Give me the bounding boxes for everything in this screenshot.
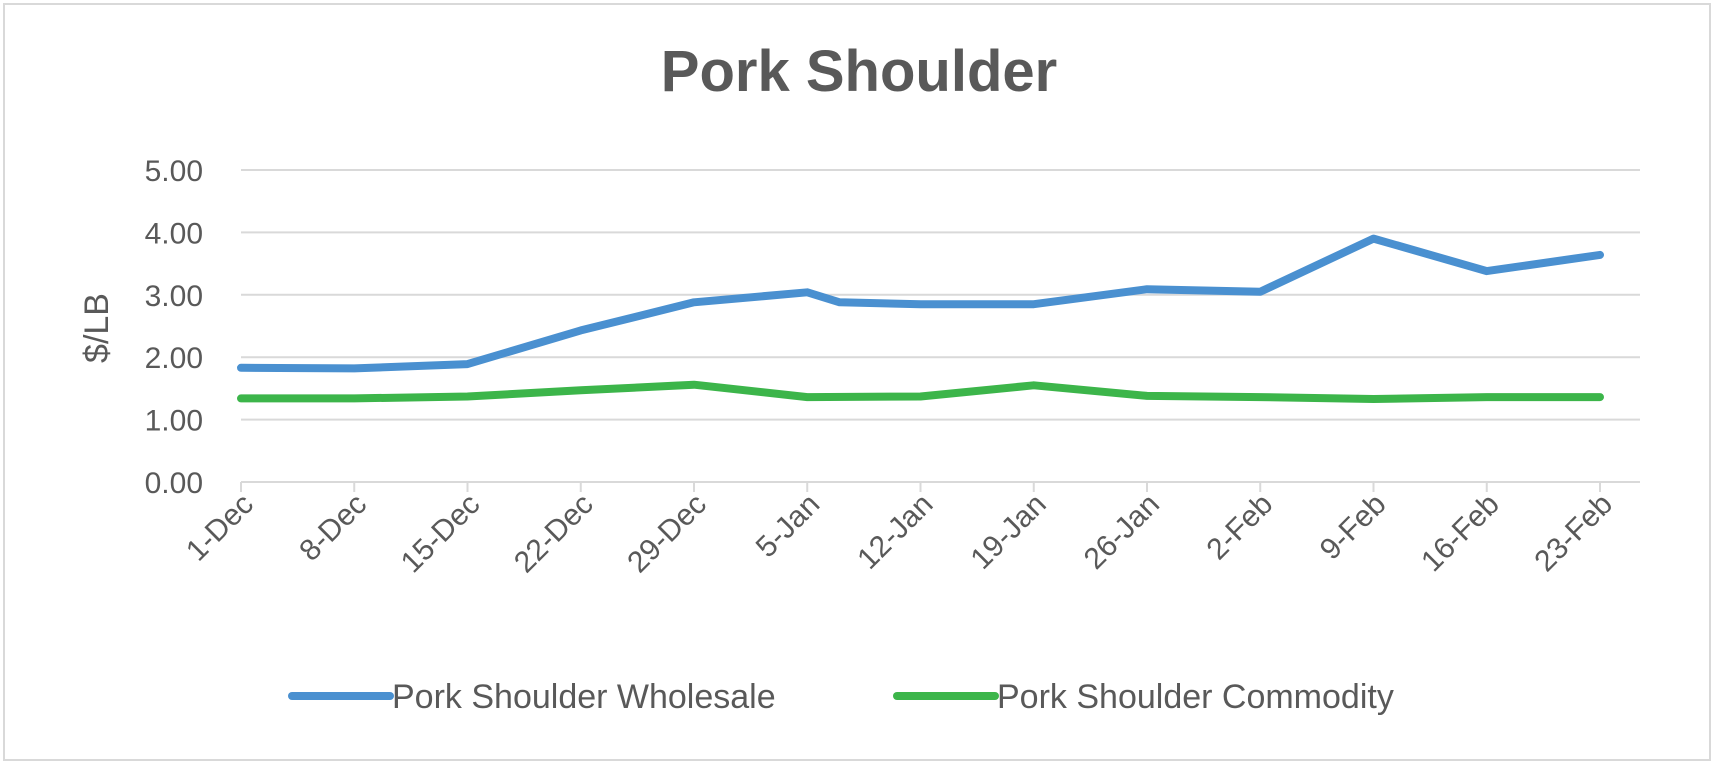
gridlines: [241, 169, 1640, 421]
chart-frame: [3, 3, 1711, 761]
x-tick-label: 5-Jan: [750, 488, 826, 564]
x-tick-label: 19-Jan: [964, 488, 1052, 576]
y-tick-label: 0.00: [145, 467, 203, 500]
y-tick-label: 1.00: [145, 405, 203, 438]
y-tick-label: 4.00: [145, 217, 203, 250]
series-line: [237, 234, 1604, 373]
x-axis: [240, 481, 1640, 492]
legend-label: Pork Shoulder Commodity: [997, 678, 1394, 716]
x-tick-label: 29-Dec: [621, 488, 713, 580]
x-tick-label: 2-Feb: [1200, 488, 1279, 567]
legend: Pork Shoulder Wholesale Pork Shoulder Com…: [288, 678, 1394, 716]
x-tick-label: 22-Dec: [508, 488, 600, 580]
x-tick-label: 26-Jan: [1078, 488, 1166, 576]
series-line: [237, 380, 1604, 403]
x-tick-label: 8-Dec: [293, 488, 373, 568]
y-tick-label: 5.00: [145, 155, 203, 188]
x-tick-label: 23-Feb: [1528, 488, 1619, 579]
y-tick-label: 3.00: [145, 280, 203, 313]
x-axis-ticks: 1-Dec 8-Dec 15-Dec 22-Dec 29-Dec 5-Jan 12-Jan 1…: [180, 488, 1619, 580]
x-tick-label: 9-Feb: [1314, 488, 1393, 567]
x-tick-label: 15-Dec: [395, 488, 487, 580]
y-tick-label: 2.00: [145, 342, 203, 375]
y-axis-label: $/LB: [78, 293, 116, 363]
x-tick-label: 12-Jan: [851, 488, 939, 576]
y-axis-ticks: 0.00 1.00 2.00 3.00 4.00 5.00: [145, 155, 203, 500]
series-lines: [237, 234, 1604, 403]
x-tick-label: 16-Feb: [1415, 488, 1506, 579]
chart-title: Pork Shoulder: [660, 39, 1058, 104]
legend-label: Pork Shoulder Wholesale: [392, 678, 776, 716]
